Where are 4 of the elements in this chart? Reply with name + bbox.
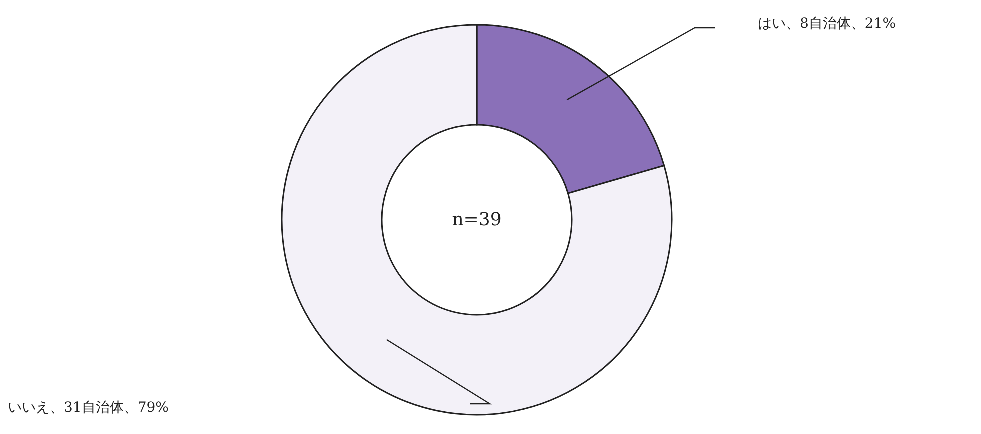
slice-label: はい、8自治体、21%	[758, 16, 896, 32]
text: n=39	[452, 210, 502, 230]
donut-slice	[281, 24, 673, 416]
slice-label: いいえ、31自治体、79%	[8, 400, 169, 416]
